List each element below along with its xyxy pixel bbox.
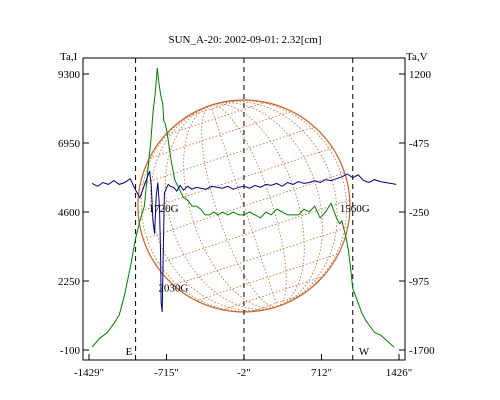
left-tick-label: 2250 [58, 276, 81, 288]
x-tick-label: -1429" [74, 367, 104, 379]
polarization-series-line [91, 170, 397, 312]
limb-label-east: E [126, 346, 133, 358]
disk-longitude-line [210, 102, 323, 307]
disk-latitude-line [250, 294, 303, 313]
x-tick-label: 1426" [386, 367, 413, 379]
x-tick-label: 712" [311, 367, 332, 379]
field-strength-label: 1560G [340, 203, 370, 215]
disk-longitude-line [210, 103, 305, 307]
annotations: 1720G 2030G 1560G [149, 203, 370, 294]
right-tick-label: -975 [409, 276, 430, 288]
right-tick-label: -250 [409, 207, 430, 219]
disk-longitude-line [164, 105, 278, 310]
right-tick-label: -1700 [409, 345, 435, 357]
right-tick-label: 1200 [409, 69, 432, 81]
left-tick-label: 9300 [58, 69, 81, 81]
left-axis-ticks: 9300 6950 4600 2250 -100 [58, 69, 89, 357]
disk-longitude-line [201, 105, 278, 308]
left-axis-label: Ta,I [60, 51, 78, 63]
series-layer [91, 68, 397, 348]
right-tick-label: -475 [409, 138, 430, 150]
intensity-series-line [91, 68, 395, 348]
disk-latitude-line [164, 101, 266, 136]
disk-latitude-line [149, 110, 292, 159]
field-strength-label: 2030G [158, 282, 188, 294]
x-tick-label: -715" [154, 367, 179, 379]
limb-label-west: W [359, 346, 370, 358]
left-tick-label: 4600 [58, 207, 81, 219]
disk-latitude-line [155, 199, 350, 265]
field-strength-label: 1720G [149, 203, 179, 215]
disk-longitude-line [140, 105, 278, 313]
chart-title: SUN_A-20: 2002-09-01: 2.32[cm] [168, 34, 321, 46]
left-tick-label: 6950 [58, 138, 81, 150]
disk-latitude-line [185, 99, 238, 118]
x-tick-label: -2" [237, 367, 251, 379]
right-axis-ticks: 1200 -475 -250 -975 -1700 [399, 69, 435, 357]
right-axis-label: Ta,V [406, 51, 428, 63]
disk-latitude-line [196, 253, 339, 302]
disk-longitude-line [210, 99, 348, 307]
x-axis-ticks: -1429" -715" -2" 712" 1426" [74, 354, 412, 379]
left-tick-label: -100 [60, 345, 81, 357]
disk-longitude-line [210, 104, 287, 307]
